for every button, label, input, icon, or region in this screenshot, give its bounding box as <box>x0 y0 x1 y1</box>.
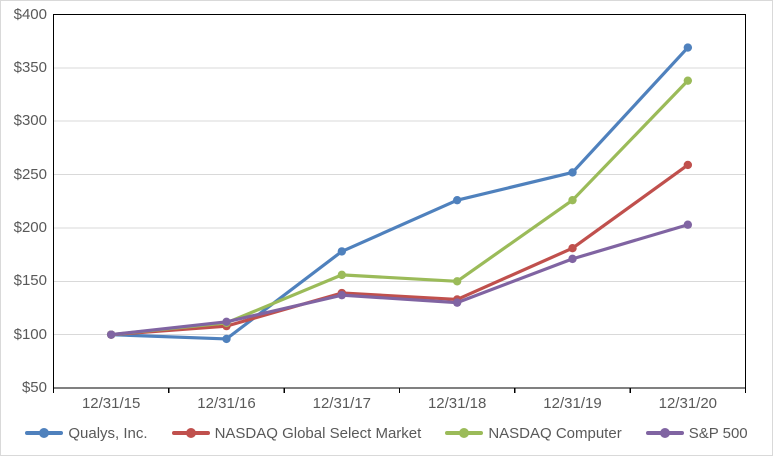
legend-marker-icon <box>171 428 210 438</box>
x-axis-label: 12/31/17 <box>312 395 372 412</box>
legend-dot-icon <box>39 428 50 438</box>
data-point-nasdaq-computer <box>337 270 347 280</box>
legend-item-qualys-inc: Qualys, Inc. <box>25 424 148 442</box>
data-point-s-p-500 <box>683 220 693 229</box>
x-axis-label: 12/31/19 <box>543 395 602 412</box>
data-point-qualys-inc <box>222 334 231 344</box>
y-axis-label: $100 <box>13 325 47 343</box>
y-axis-label: $300 <box>13 112 47 130</box>
data-point-qualys-inc <box>337 247 347 256</box>
x-axis-label: 12/31/16 <box>197 395 256 412</box>
legend-item-nasdaq-computer: NASDAQ Computer <box>445 424 622 442</box>
legend-item-s-p-500: S&P 500 <box>645 424 748 442</box>
legend-label: NASDAQ Global Select Market <box>214 424 422 442</box>
data-point-s-p-500 <box>106 330 116 339</box>
legend-marker-icon <box>645 428 684 438</box>
legend-label: Qualys, Inc. <box>68 424 148 442</box>
legend-dot-icon <box>459 428 470 438</box>
data-point-nasdaq-global-select-market <box>683 160 693 170</box>
y-axis-label: $150 <box>13 272 47 290</box>
data-point-nasdaq-computer <box>568 195 577 205</box>
data-point-nasdaq-computer <box>452 277 462 286</box>
data-point-qualys-inc <box>452 195 462 205</box>
legend: Qualys, Inc. NASDAQ Global Select Market N… <box>1 420 772 446</box>
legend-marker-icon <box>25 428 64 438</box>
series-line-qualys-inc <box>109 45 690 341</box>
y-axis-label: $200 <box>13 218 47 236</box>
legend-dot-icon <box>659 428 670 438</box>
y-axis-label: $250 <box>13 165 47 183</box>
data-point-qualys-inc <box>568 168 577 177</box>
y-axis-label: $50 <box>21 379 47 396</box>
y-axis-label: $350 <box>13 58 47 76</box>
data-point-qualys-inc <box>683 43 693 52</box>
data-point-s-p-500 <box>337 290 347 300</box>
data-point-nasdaq-global-select-market <box>568 244 577 253</box>
data-point-nasdaq-computer <box>683 76 693 85</box>
legend-label: S&P 500 <box>688 424 748 442</box>
x-axis-label: 12/31/20 <box>658 395 718 412</box>
legend-dot-icon <box>185 428 196 438</box>
data-point-s-p-500 <box>452 298 462 307</box>
data-point-s-p-500 <box>568 254 577 264</box>
legend-marker-icon <box>445 428 484 438</box>
data-point-s-p-500 <box>222 317 231 327</box>
x-axis-label: 12/31/15 <box>81 395 141 412</box>
x-axis-label: 12/31/18 <box>427 395 487 412</box>
y-axis-label: $400 <box>13 5 47 23</box>
series-line-s-p-500 <box>109 223 690 337</box>
series-line-nasdaq-global-select-market <box>109 163 690 337</box>
legend-label: NASDAQ Computer <box>488 424 622 442</box>
legend-item-nasdaq-global-select-market: NASDAQ Global Select Market <box>171 424 422 442</box>
